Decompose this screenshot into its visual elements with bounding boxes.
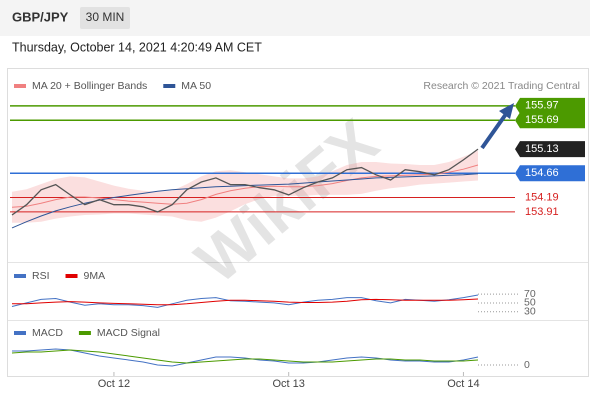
legend-label: MACD Signal: [97, 327, 160, 339]
y-tick-label: 30: [524, 306, 536, 318]
series-line: [12, 298, 479, 306]
series-line: [11, 173, 479, 229]
timestamp: Thursday, October 14, 2021 4:20:49 AM CE…: [12, 40, 262, 54]
legend-label: RSI: [32, 270, 50, 282]
x-tick-label: Oct 13: [272, 378, 304, 390]
interval-button[interactable]: [80, 7, 130, 29]
level-label: 153.91: [525, 206, 559, 218]
forecast-arrow: [480, 112, 508, 150]
level-tag: [515, 141, 585, 158]
level-label: 154.19: [525, 191, 559, 203]
legend-swatch: [14, 274, 26, 278]
y-tick-label: 0: [524, 359, 530, 371]
legend-swatch: [163, 84, 176, 88]
level-label: 154.66: [525, 167, 559, 179]
interval-label[interactable]: 30 MIN: [86, 10, 125, 24]
series-line: [12, 348, 479, 367]
x-tick-label: Oct 12: [98, 378, 130, 390]
series-line: [11, 349, 479, 364]
credit: Research © 2021 Trading Central: [423, 80, 580, 92]
level-tag: [515, 97, 585, 114]
level-label: 155.13: [525, 143, 559, 155]
forecast-arrowhead: [499, 103, 514, 119]
legend-swatch: [14, 84, 26, 88]
x-tick-label: Oct 14: [447, 378, 479, 390]
legend-swatch: [65, 274, 78, 278]
series-line: [11, 164, 479, 208]
level-label: 155.97: [525, 100, 559, 112]
y-tick-label: 70: [524, 288, 536, 300]
y-tick-label: 50: [524, 297, 536, 309]
level-tag: [515, 112, 585, 129]
symbol: GBP/JPY: [12, 9, 69, 24]
level-tag: [515, 165, 585, 182]
legend-swatch: [14, 331, 26, 335]
legend-label: MACD: [32, 327, 63, 339]
legend-label: MA 20 + Bollinger Bands: [32, 80, 147, 92]
legend-swatch: [78, 331, 91, 335]
legend-label: 9MA: [84, 270, 106, 282]
price-line: [11, 148, 479, 216]
chart-frame: [7, 68, 589, 377]
level-label: 155.69: [525, 114, 559, 126]
legend-label: MA 50: [181, 80, 211, 92]
series-line: [11, 294, 479, 308]
